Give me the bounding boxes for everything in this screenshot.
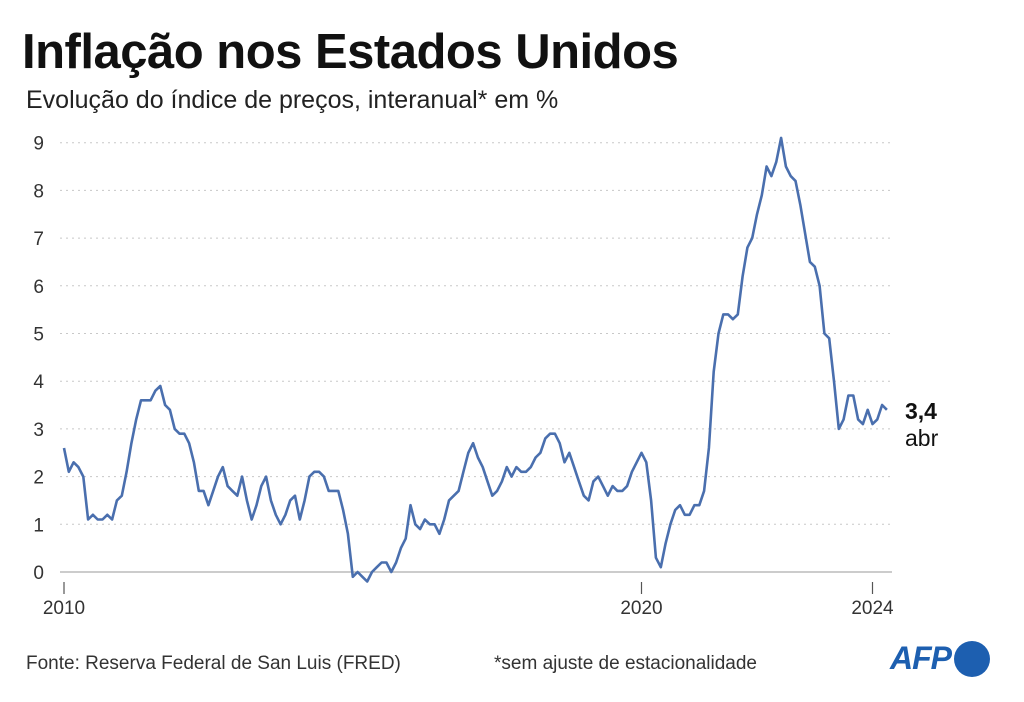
series-layer — [62, 136, 888, 583]
last-month-label: abr — [905, 425, 939, 451]
afp-logo-text: AFP — [890, 640, 952, 676]
afp-logo-dot-icon — [954, 640, 990, 677]
inflation-line — [62, 136, 888, 583]
x-tick-label: 2010 — [43, 598, 85, 619]
y-tick-label: 7 — [33, 229, 44, 250]
afp-logo: AFP — [890, 640, 990, 677]
y-tick-label: 3 — [33, 420, 44, 441]
footnote: *sem ajuste de estacionalidade — [494, 653, 758, 674]
x-tick-label: 2024 — [851, 598, 894, 619]
y-tick-label: 2 — [33, 468, 44, 489]
x-tick-label: 2020 — [620, 598, 662, 619]
x-axis: 2010 2020 2024 — [43, 571, 894, 619]
chart-title: Inflação nos Estados Unidos — [22, 25, 679, 79]
y-tick-label: 0 — [33, 563, 44, 584]
y-tick-label: 1 — [33, 515, 44, 536]
y-tick-label: 9 — [33, 134, 44, 155]
source-note: Fonte: Reserva Federal de San Luis (FRED… — [26, 653, 401, 674]
y-axis-ticks: 0 1 2 3 4 5 6 7 8 9 — [33, 134, 44, 584]
last-value-label: 3,4 — [905, 398, 937, 424]
y-tick-label: 8 — [33, 181, 44, 202]
y-tick-label: 5 — [33, 325, 44, 346]
gridlines — [60, 142, 892, 525]
y-tick-label: 6 — [33, 277, 44, 298]
y-tick-label: 4 — [33, 372, 44, 393]
last-value-annotation: 3,4 abr — [905, 398, 939, 451]
chart-subtitle: Evolução do índice de preços, interanual… — [26, 86, 559, 114]
